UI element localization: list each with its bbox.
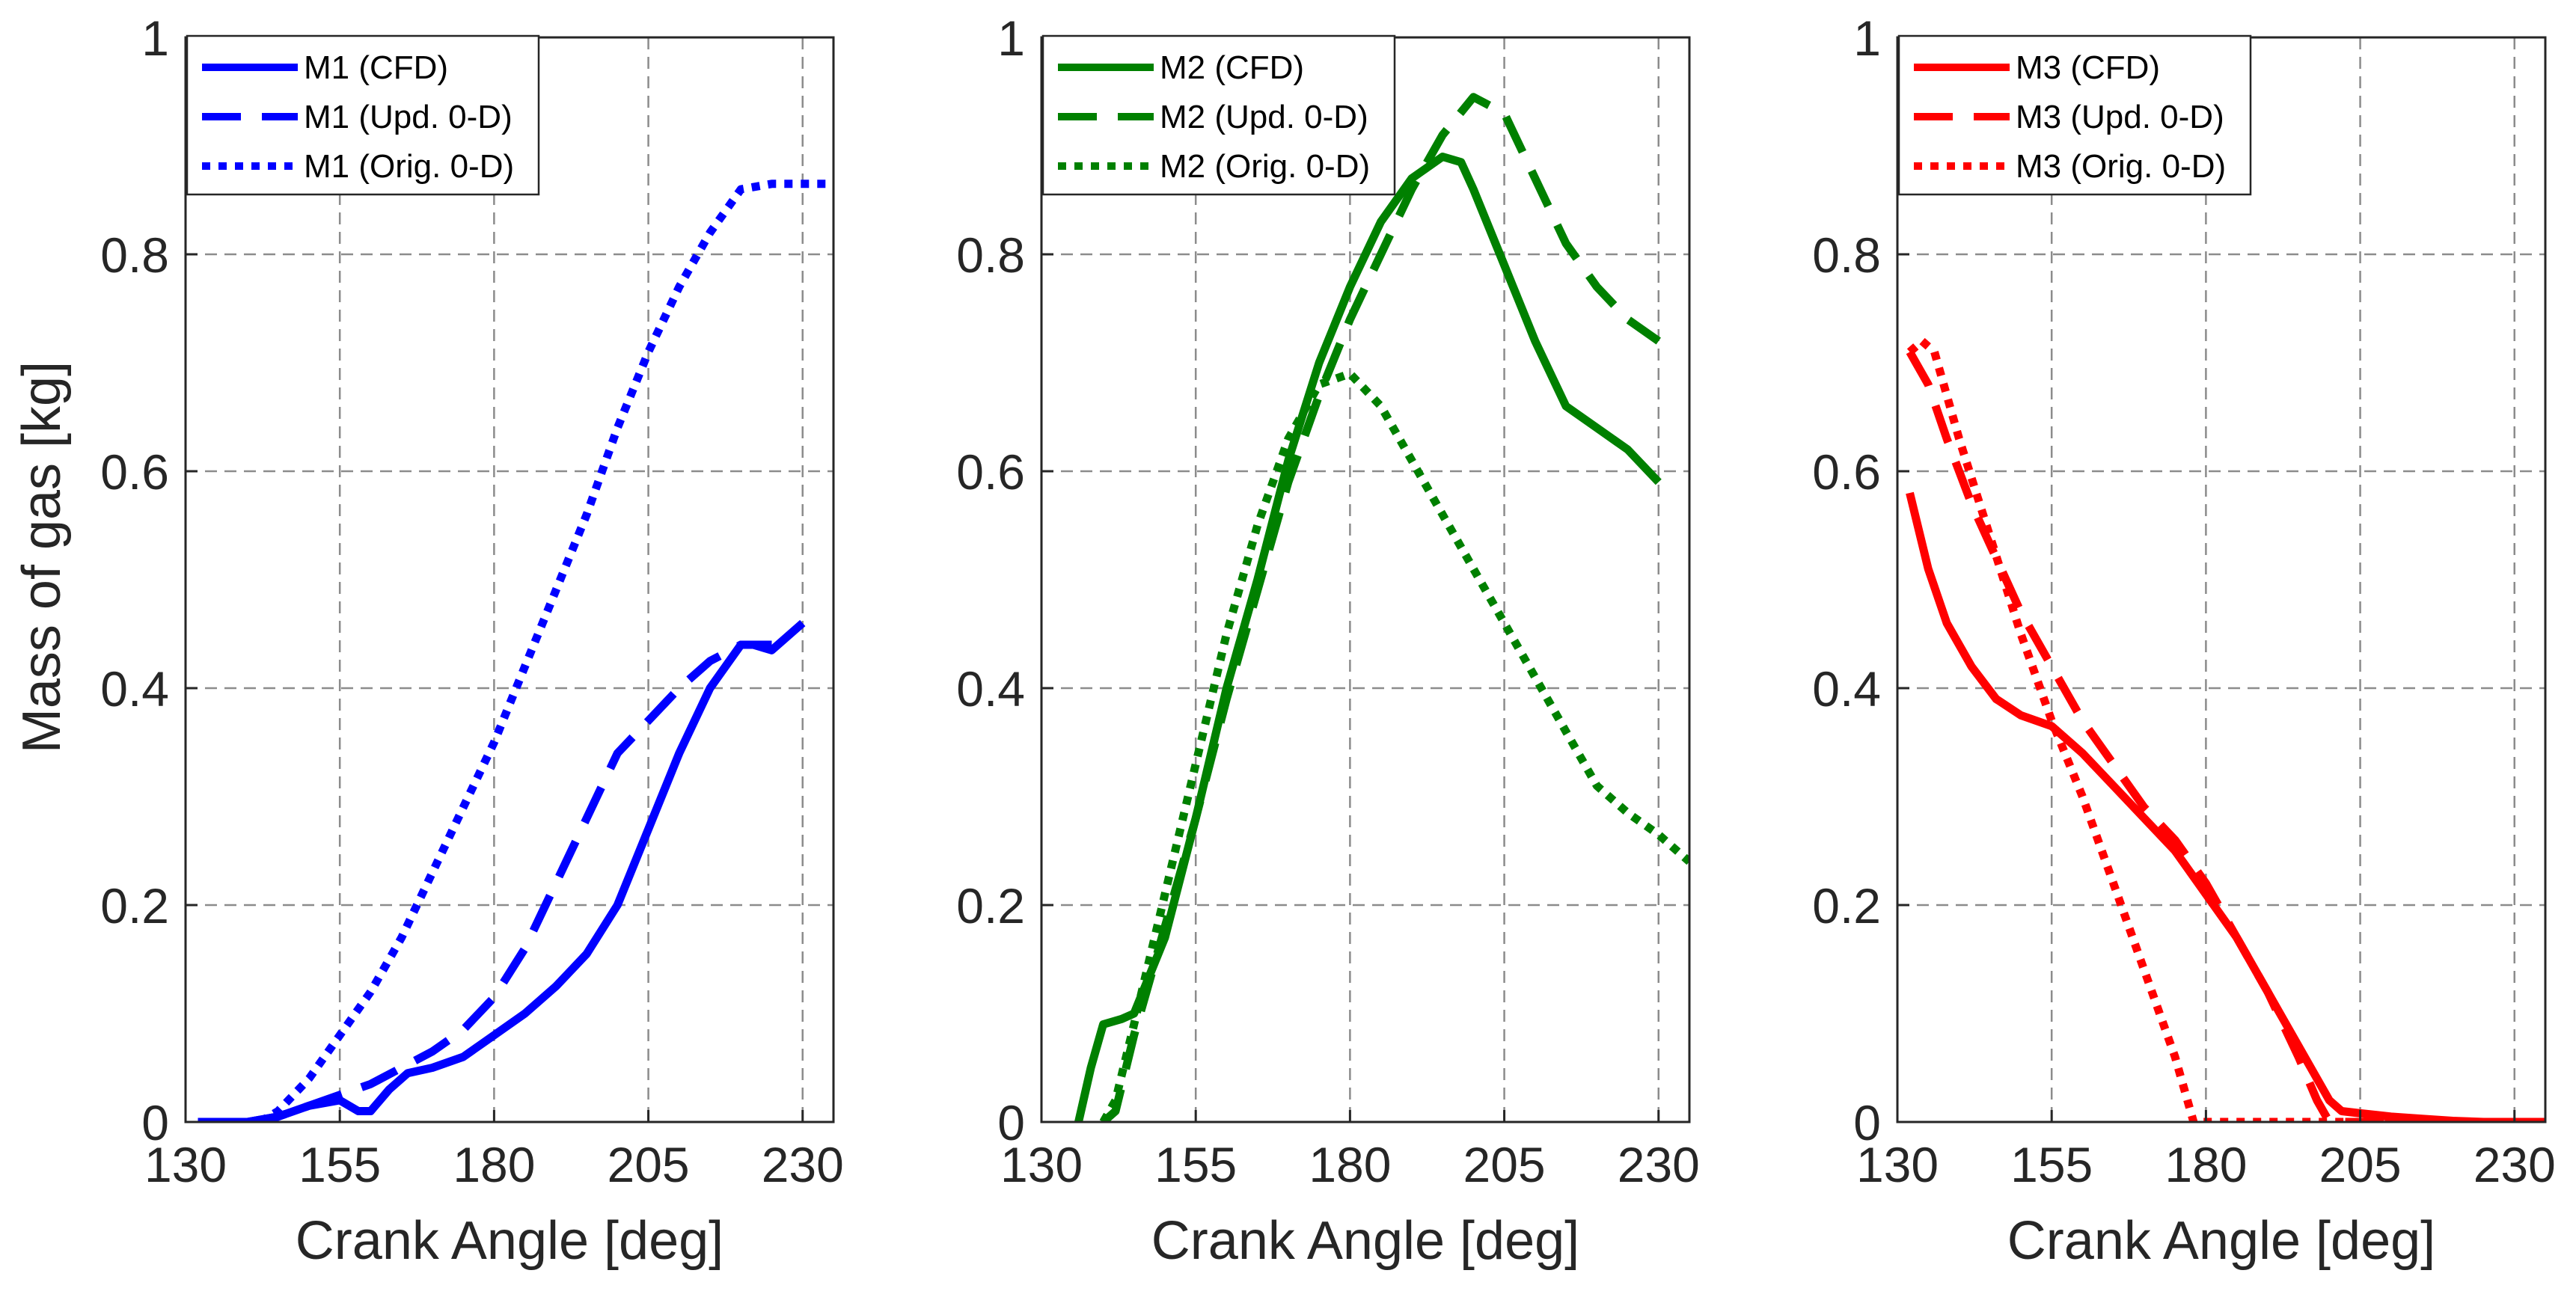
legend: M3 (CFD) M3 (Upd. 0-D) M3 (Orig. 0-D): [1897, 34, 2252, 196]
y-tick-label: 0.2: [956, 878, 1025, 933]
x-tick-label: 205: [608, 1137, 690, 1192]
x-tick-label: 180: [1309, 1137, 1391, 1192]
y-tick-label: 0.6: [1812, 444, 1881, 500]
x-tick-label: 230: [1618, 1137, 1700, 1192]
y-tick-label: 0.4: [1812, 661, 1881, 717]
plot-area: [1897, 37, 2545, 1122]
y-tick-label: 1: [1853, 10, 1881, 66]
x-tick-label: 155: [299, 1137, 381, 1192]
y-tick-label: 0.6: [956, 444, 1025, 500]
y-tick-label: 0.6: [100, 444, 169, 500]
legend-box: [1041, 34, 1396, 196]
legend-label: M2 (CFD): [1160, 49, 1304, 86]
plot-area: [1041, 37, 1689, 1122]
x-tick-label: 205: [2319, 1137, 2402, 1192]
legend-label: M1 (Orig. 0-D): [304, 148, 514, 185]
series-line-solid: [1074, 153, 1662, 1122]
x-tick-label: 130: [1000, 1137, 1083, 1192]
legend-box: [186, 34, 540, 196]
x-tick-label: 155: [2010, 1137, 2093, 1192]
legend-label: M3 (Orig. 0-D): [2016, 148, 2226, 185]
y-tick-label: 0: [1853, 1095, 1881, 1150]
y-tick-label: 0.2: [100, 878, 169, 933]
subplot-2: 130 155 180 205 230 0 0.2 0.4 0.6 0.8 1 Crank Angle…: [956, 10, 1700, 1271]
y-tick-label: 0.4: [100, 661, 169, 717]
legend-label: M2 (Orig. 0-D): [1160, 148, 1370, 185]
x-tick-label: 130: [144, 1137, 227, 1192]
x-axis-title: Crank Angle [deg]: [296, 1211, 723, 1271]
y-tick-label: 0.8: [1812, 227, 1881, 283]
x-tick-label: 230: [762, 1137, 844, 1192]
y-tick-label: 0.8: [956, 227, 1025, 283]
y-tick-label: 0.4: [956, 661, 1025, 717]
legend: M1 (CFD) M1 (Upd. 0-D) M1 (Orig. 0-D): [186, 34, 540, 196]
series-line-dashed: [1100, 93, 1661, 1122]
x-tick-label: 180: [2164, 1137, 2247, 1192]
subplot-1: 130 155 180 205 230 0 0.2 0.4 0.6 0.8 1 Crank Angle…: [100, 10, 844, 1271]
y-tick-label: 1: [997, 10, 1025, 66]
legend-label: M1 (CFD): [304, 49, 448, 86]
x-axis-title: Crank Angle [deg]: [1151, 1211, 1579, 1271]
y-tick-label: 0: [141, 1095, 169, 1150]
legend-label: M2 (Upd. 0-D): [1160, 99, 1368, 135]
y-tick-label: 0.2: [1812, 878, 1881, 933]
x-tick-label: 180: [453, 1137, 535, 1192]
x-axis-title: Crank Angle [deg]: [2007, 1211, 2435, 1271]
legend-label: M3 (Upd. 0-D): [2016, 99, 2224, 135]
x-tick-label: 130: [1856, 1137, 1939, 1192]
series-line-dotted: [1099, 370, 1689, 1122]
series-line-dashed: [246, 640, 772, 1122]
y-axis-title: Mass of gas [kg]: [12, 361, 72, 753]
legend-label: M1 (Upd. 0-D): [304, 99, 513, 135]
legend: M2 (CFD) M2 (Upd. 0-D) M2 (Orig. 0-D): [1041, 34, 1396, 196]
subplots: 130 155 180 205 230 0 0.2 0.4 0.6 0.8 1 Crank Angle…: [100, 10, 2556, 1271]
y-tick-label: 1: [141, 10, 169, 66]
plot-area: [186, 37, 833, 1122]
x-tick-label: 205: [1463, 1137, 1546, 1192]
legend-box: [1897, 34, 2252, 196]
x-tick-label: 230: [2473, 1137, 2556, 1192]
subplot-3: 130 155 180 205 230 0 0.2 0.4 0.6 0.8 1 Crank Angle…: [1812, 10, 2556, 1271]
y-tick-label: 0.8: [100, 227, 169, 283]
y-tick-label: 0: [997, 1095, 1025, 1150]
legend-label: M3 (CFD): [2016, 49, 2160, 86]
x-tick-label: 155: [1154, 1137, 1237, 1192]
